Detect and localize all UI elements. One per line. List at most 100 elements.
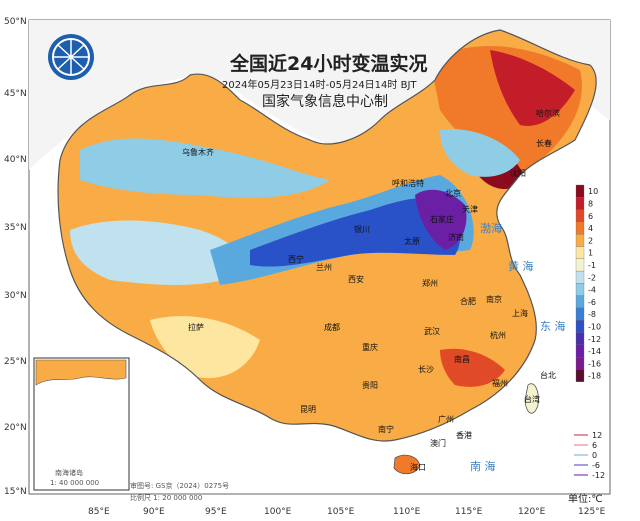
city-label: 银川 <box>354 224 370 234</box>
legend-swatch <box>575 209 585 223</box>
line-legend-label: 0 <box>592 451 597 460</box>
line-legend-label: -12 <box>592 471 605 480</box>
legend-label: 1 <box>588 249 593 258</box>
city-label: 乌鲁木齐 <box>182 147 214 157</box>
city-label: 呼和浩特 <box>392 178 424 188</box>
north-china-cold-core <box>415 189 467 250</box>
city-label: 澳门 <box>430 438 446 448</box>
city-label: 昆明 <box>300 405 316 414</box>
legend-label: 6 <box>588 212 593 221</box>
lon-label-105: 105°E <box>327 507 355 517</box>
legend-label: -4 <box>588 286 596 295</box>
northwest-cool-band <box>80 138 330 198</box>
line-legend-label: 12 <box>592 431 602 440</box>
color-legend: 10 8 6 4 2 1 -1 -2 -4 -6 -8 -10 -12 -14 -16 -18 <box>575 184 601 382</box>
legend-swatch <box>575 270 585 284</box>
city-label: 南京 <box>486 294 502 304</box>
city-label: 合肥 <box>460 296 476 306</box>
legend-swatch <box>575 234 585 247</box>
city-label: 兰州 <box>316 262 332 272</box>
legend-swatch <box>575 344 585 358</box>
unit-label: 单位:℃ <box>568 492 603 505</box>
lat-label-30: 30°N <box>4 291 27 301</box>
map-scale: 比例尺 1: 20 000 000 <box>130 493 202 502</box>
city-label: 哈尔滨 <box>536 108 560 118</box>
lat-label-20: 20°N <box>4 423 27 433</box>
city-label: 北京 <box>445 188 461 198</box>
surrounding-land <box>29 20 610 170</box>
city-label: 拉萨 <box>188 322 204 332</box>
legend-swatch <box>575 369 585 382</box>
city-label: 成都 <box>324 322 340 332</box>
city-label: 福州 <box>492 379 508 388</box>
legend-swatch <box>575 184 585 198</box>
legend-swatch <box>575 307 585 321</box>
city-label: 太原 <box>404 236 420 246</box>
lat-label-35: 35°N <box>4 223 27 233</box>
lon-label-90: 90°E <box>143 507 165 517</box>
legend-swatch <box>575 320 585 333</box>
cma-logo <box>48 34 94 80</box>
lon-label-115: 115°E <box>455 507 483 517</box>
city-label: 香港 <box>456 430 472 440</box>
city-label: 长春 <box>536 138 552 148</box>
inset-coastline <box>35 359 127 386</box>
legend-label: -2 <box>588 273 596 282</box>
legend-swatch <box>575 357 585 370</box>
lat-label-15: 15°N <box>4 487 27 497</box>
organization-label: 国家气象信息中心制 <box>262 93 388 110</box>
legend-label: -14 <box>588 347 601 356</box>
legend-label: -18 <box>588 372 601 381</box>
city-label: 台湾 <box>524 394 540 404</box>
line-legend-label: -6 <box>592 461 600 470</box>
northeast-hot-core <box>490 50 575 126</box>
lat-label-25: 25°N <box>4 357 27 367</box>
city-label: 长沙 <box>418 364 434 374</box>
legend-swatch <box>575 295 585 309</box>
taiwan-island <box>524 383 539 414</box>
legend-swatch <box>575 246 585 259</box>
city-label: 海口 <box>410 462 426 472</box>
city-label: 武汉 <box>424 326 440 336</box>
city-label: 台北 <box>540 370 556 380</box>
legend-label: 2 <box>588 236 593 245</box>
city-label: 南昌 <box>454 354 470 364</box>
legend-swatch <box>575 283 585 296</box>
city-label: 石家庄 <box>430 214 454 224</box>
legend-swatch <box>575 221 585 235</box>
city-label: 西安 <box>348 274 364 284</box>
line-legend-label: 6 <box>592 441 597 450</box>
city-labels: 乌鲁木齐 呼和浩特 哈尔滨 长春 沈阳 北京 天津 石家庄 太原 济南 银川 兰… <box>182 108 560 472</box>
city-label: 西宁 <box>288 254 304 264</box>
lon-label-110: 110°E <box>393 507 421 517</box>
lat-label-45: 45°N <box>4 89 27 99</box>
map-review-number: 审图号: GS京（2024）0275号 <box>130 481 229 490</box>
city-label: 上海 <box>512 308 528 318</box>
legend-label: -8 <box>588 310 596 319</box>
tibet-cool-region <box>70 220 243 285</box>
city-label: 贵阳 <box>362 380 378 390</box>
lon-label-120: 120°E <box>518 507 546 517</box>
city-label: 沈阳 <box>510 168 526 178</box>
legend-swatch <box>575 258 585 272</box>
lon-label-85: 85°E <box>88 507 110 517</box>
lat-label-40: 40°N <box>4 155 27 165</box>
southeast-hot-core <box>440 348 505 387</box>
lon-label-100: 100°E <box>264 507 292 517</box>
map-subtitle: 2024年05月23日14时-05月24日14时 BJT <box>222 78 417 91</box>
legend-label: -6 <box>588 298 596 307</box>
legend-label: 10 <box>588 187 598 196</box>
legend-label: -12 <box>588 335 601 344</box>
lon-label-125: 125°E <box>578 507 606 517</box>
city-label: 济南 <box>448 232 464 242</box>
city-label: 南宁 <box>378 424 394 434</box>
city-label: 天津 <box>462 204 478 214</box>
sea-label-east: 东 海 <box>540 319 566 333</box>
lon-label-95: 95°E <box>205 507 227 517</box>
china-outline <box>57 29 597 442</box>
legend-swatch <box>575 332 585 346</box>
hainan-island <box>393 454 421 475</box>
legend-swatch <box>575 197 585 210</box>
